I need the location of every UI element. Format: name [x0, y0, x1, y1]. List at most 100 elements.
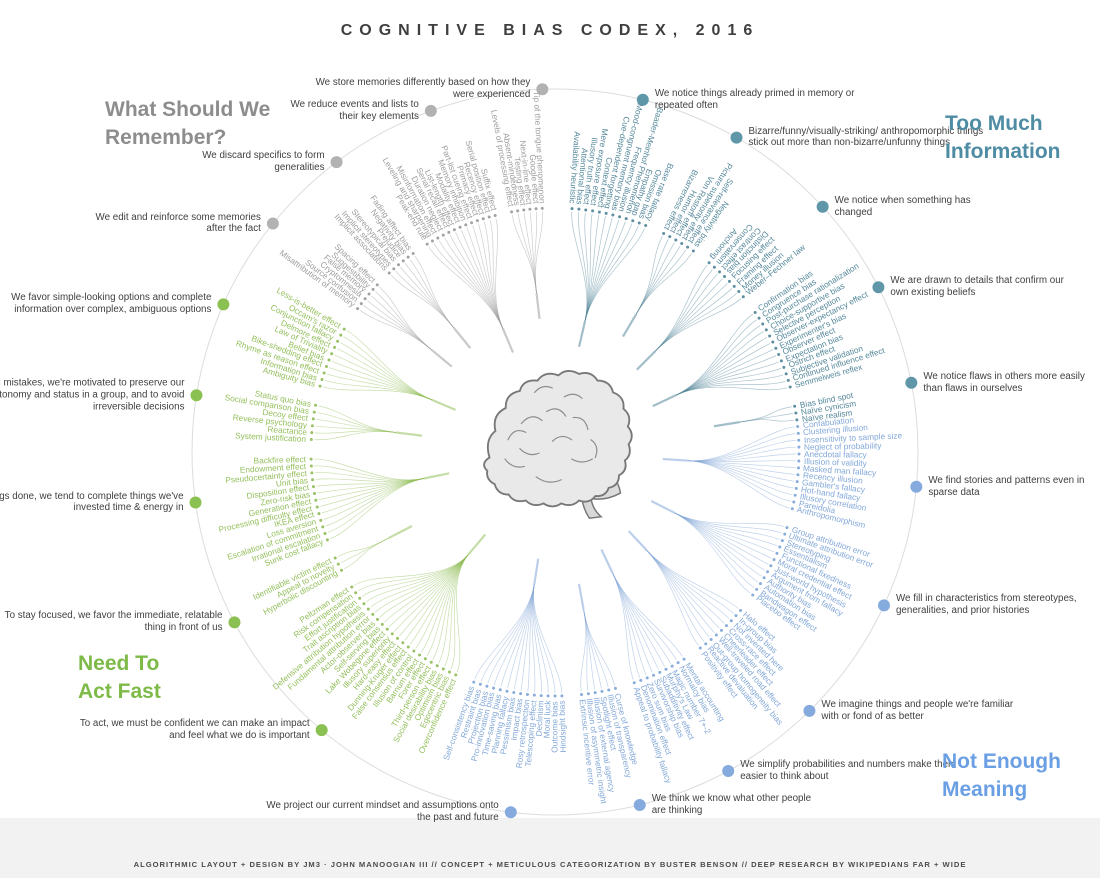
bias-dot [362, 602, 366, 606]
bias-dot [772, 558, 776, 562]
branch-stem [662, 457, 689, 462]
bias-dot [682, 657, 686, 661]
quadrant-heading-line: What Should We [105, 98, 271, 121]
branch-curve [674, 512, 772, 559]
branch-curve [344, 537, 390, 570]
bias-dot [712, 265, 716, 269]
branch-curve [688, 460, 794, 489]
bias-dot [418, 653, 422, 657]
credits-line: ALGORITHMIC LAYOUT + DESIGN BY JM3 · JOH… [133, 860, 967, 869]
bias-dot [492, 686, 496, 690]
branch-stem [652, 394, 677, 408]
bias-dot [741, 295, 745, 299]
bias-dot [311, 417, 315, 421]
bias-dot [512, 690, 516, 694]
bias-dot [639, 678, 643, 682]
branch-curve [395, 270, 455, 329]
bias-dot [358, 596, 362, 600]
bias-dot [691, 249, 695, 253]
bias-dot [321, 525, 325, 529]
branch-curve [414, 255, 455, 329]
bias-dot [796, 473, 800, 477]
bias-dot [435, 664, 439, 668]
bias-dot [580, 693, 584, 697]
bias-dot [458, 225, 462, 229]
bias-dot [637, 221, 641, 225]
bias-dot [525, 692, 529, 696]
bias-dot [788, 385, 792, 389]
branch-curve [359, 310, 432, 351]
bias-dot [591, 209, 595, 213]
bias-dot [396, 636, 400, 640]
branch-curve [739, 419, 794, 423]
bias-dot [354, 591, 358, 595]
cluster-annotation-dot [730, 131, 743, 144]
bias-dot [522, 208, 526, 212]
bias-dot [363, 297, 367, 301]
branch-curve [314, 472, 424, 482]
bias-dot [478, 682, 482, 686]
bias-dot [505, 689, 509, 693]
branch-curve [676, 313, 753, 396]
bias-dot [560, 694, 564, 698]
bias-dot [371, 612, 375, 616]
branch-stem [453, 327, 472, 349]
bias-dot [516, 209, 520, 213]
cluster-annotation-dot [636, 93, 649, 106]
branch-stem [600, 549, 614, 574]
branch-curve [317, 412, 397, 433]
cluster-annotation-dot [877, 599, 890, 612]
quadrant-heading-line: Remember? [105, 126, 227, 149]
quadrant-heading-what-should-we-remember: What Should We Remember? [105, 96, 270, 152]
outer-circle [191, 88, 919, 816]
cluster-annotation-dot [424, 104, 437, 117]
bias-dot [724, 624, 728, 628]
bias-dot [652, 673, 656, 677]
bias-dot [723, 275, 727, 279]
bias-dot [777, 353, 781, 357]
bias-dot [797, 452, 801, 456]
bias-dot [755, 587, 759, 591]
branch-curve [674, 512, 751, 594]
branch-curve [340, 342, 432, 401]
bias-dot [680, 242, 684, 246]
branch-stem [577, 583, 585, 610]
cluster-annotation-dot [803, 704, 816, 717]
branch-curve [326, 373, 432, 401]
bias-dot [441, 233, 445, 237]
branch-curve [367, 300, 432, 351]
bias-dot [709, 638, 713, 642]
bias-dot [785, 526, 789, 530]
bias-dot [727, 279, 731, 283]
branch-curves [314, 211, 796, 694]
bias-dot [553, 694, 557, 698]
branch-curve [520, 584, 535, 691]
bias-dot [718, 270, 722, 274]
bias-dot [396, 263, 400, 267]
bias-dot [570, 207, 574, 211]
bias-dot [336, 562, 340, 566]
bias-dot [586, 692, 590, 696]
branch-curve [318, 478, 424, 500]
branch-curve [346, 330, 432, 401]
cluster-annotation-dot [536, 83, 549, 96]
bias-dot [769, 564, 773, 568]
bias-dot [631, 219, 635, 223]
branch-curve [612, 572, 671, 664]
branch-curve [330, 478, 424, 540]
cluster-annotation-dot [872, 281, 885, 294]
branch-curve [612, 572, 677, 661]
bias-dot [686, 245, 690, 249]
cluster-annotation-dot [633, 798, 646, 811]
bias-dot [371, 287, 375, 291]
bias-dot [380, 622, 384, 626]
bias-dot [670, 664, 674, 668]
bias-dot [662, 232, 666, 236]
branch-curve [532, 584, 556, 694]
bias-dot [333, 345, 337, 349]
branch-curve [444, 554, 469, 667]
branch-curve [474, 584, 535, 680]
branch-stem [423, 472, 450, 480]
bias-dot [340, 568, 344, 572]
branch-curve [635, 249, 687, 315]
